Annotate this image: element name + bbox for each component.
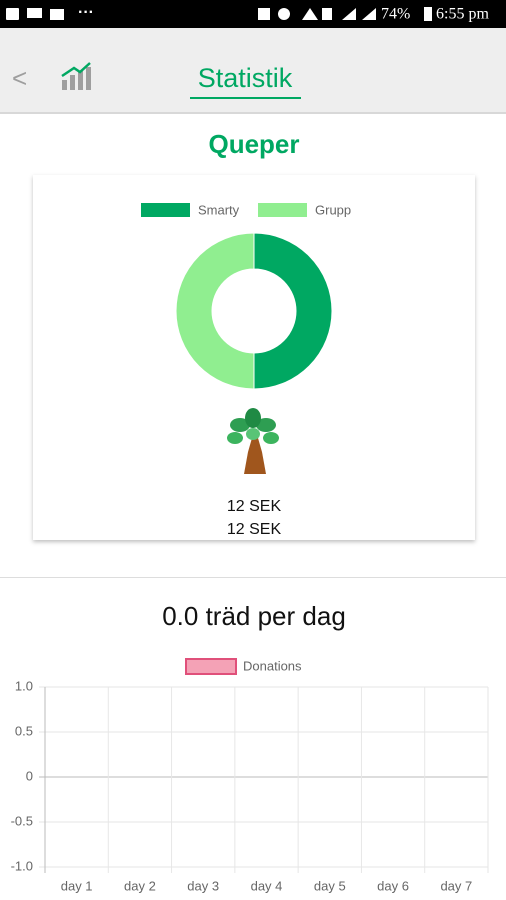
legend-label: Smarty	[198, 202, 240, 217]
legend-swatch	[141, 203, 190, 217]
back-button[interactable]: <	[12, 63, 27, 93]
x-tick-label: day 6	[377, 878, 409, 893]
status-icons	[6, 7, 432, 21]
amount: 12 SEK	[227, 498, 282, 515]
title-underline	[190, 97, 301, 99]
x-tick-label: day 3	[187, 878, 219, 893]
status-dots: ···	[78, 4, 94, 21]
x-tick-label: day 5	[314, 878, 346, 893]
legend-label: Donations	[243, 658, 302, 673]
status-bar	[0, 0, 506, 28]
x-tick-label: day 7	[440, 878, 472, 893]
pie-slice	[175, 232, 255, 390]
legend-swatch	[185, 658, 237, 675]
tree-icon	[227, 408, 279, 474]
legend-label: Grupp	[315, 202, 351, 217]
y-tick-label: 0.5	[15, 723, 33, 738]
line-chart-title: 0.0 träd per dag	[162, 601, 346, 631]
divider	[0, 577, 506, 578]
y-tick-label: -1.0	[11, 858, 33, 873]
line-chart: Donations -1.0 -0.5 0 0.5 1.0 day 1 day 2 day 3 d…	[11, 658, 489, 893]
x-tick-label: day 4	[251, 878, 283, 893]
y-tick-label: 1.0	[15, 678, 33, 693]
amount: 12 SEK	[227, 521, 282, 538]
y-tick-label: 0	[26, 768, 33, 783]
header-title: Statistik	[198, 63, 293, 93]
x-tick-label: day 1	[61, 878, 93, 893]
section-title: Queper	[208, 129, 299, 159]
y-tick-label: -0.5	[11, 813, 33, 828]
stats-icon[interactable]	[61, 62, 91, 90]
legend-swatch	[258, 203, 307, 217]
x-tick-label: day 2	[124, 878, 156, 893]
pie-slice	[253, 232, 333, 390]
app-bar-shadow	[0, 112, 506, 114]
clock: 6:55 pm	[436, 6, 489, 23]
donut-chart: Smarty Grupp	[141, 202, 351, 390]
battery: 74%	[381, 6, 410, 23]
